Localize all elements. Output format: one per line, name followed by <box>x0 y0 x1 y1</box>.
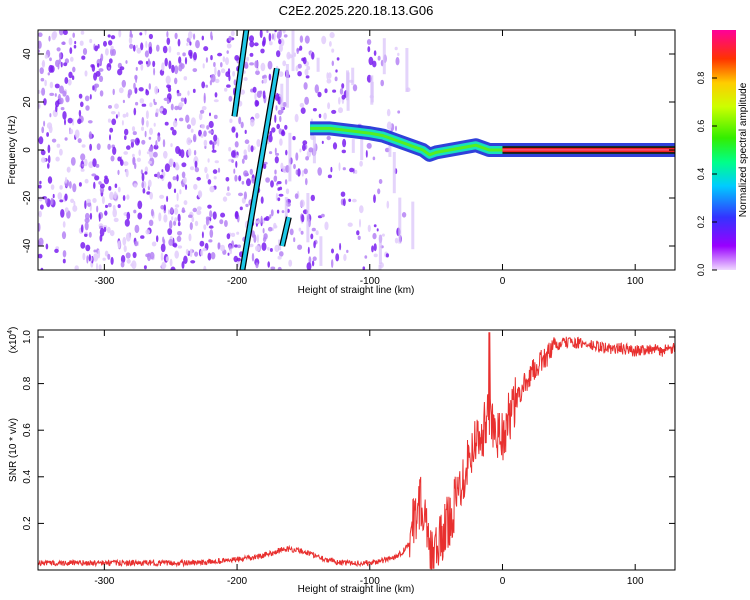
spectrogram-x-tick-label: -200 <box>227 276 247 287</box>
snr-x-label: Height of straight line (km) <box>298 584 415 595</box>
spectrogram-y-ticks: -40 -20 0 20 40 <box>22 48 675 253</box>
spectrogram-x-tick-label: -300 <box>94 276 114 287</box>
spectrogram-line-segment <box>279 216 292 247</box>
snr-y-label: SNR (10 * v/v) <box>8 418 19 482</box>
snr-y-tick-label: 1.0 <box>22 330 33 344</box>
snr-y-scale-base: (x10 <box>8 333 19 353</box>
snr-x-tick-label: -200 <box>227 576 247 587</box>
colorbar-gradient <box>712 30 736 270</box>
colorbar-tick-label: 0.4 <box>696 168 706 181</box>
snr-y-scale-close: ) <box>8 327 19 330</box>
colorbar-tick-label: 0.0 <box>696 264 706 277</box>
snr-y-ticks: 0.2 0.4 0.6 0.8 1.0 <box>22 330 675 530</box>
spectrogram-line-segment <box>239 67 280 270</box>
snr-x-tick-label: 0 <box>500 576 506 587</box>
snr-x-tick-label: -100 <box>360 576 380 587</box>
spectrogram-x-tick-label: -100 <box>360 276 380 287</box>
chart-title: C2E2.2025.220.18.13.G06 <box>279 3 434 18</box>
spectrogram-y-tick-label: -40 <box>22 238 33 253</box>
svg-text:(x104): (x104) <box>7 327 19 354</box>
snr-x-ticks: -300 -200 -100 0 100 <box>94 330 644 587</box>
spectrogram-x-tick-label: 100 <box>627 276 644 287</box>
spectrogram-line-segment <box>231 30 250 117</box>
snr-frame <box>37 329 676 571</box>
snr-plot-area <box>38 332 675 570</box>
spectrogram-y-tick-label: 0 <box>22 147 33 153</box>
spectrogram-x-label: Height of straight line (km) <box>298 285 415 296</box>
snr-panel: -300 -200 -100 0 100 0.2 0.4 0.6 0.8 1.0 Height … <box>7 327 676 595</box>
spectrogram-carrier-track <box>310 121 675 162</box>
spectrogram-y-tick-label: 40 <box>22 48 33 60</box>
snr-y-scale-exp: 4 <box>7 330 14 334</box>
spectrogram-y-label: Frequency (Hz) <box>7 116 18 185</box>
colorbar-ticks: 0.0 0.2 0.4 0.6 0.8 <box>696 72 717 277</box>
snr-y-tick-label: 0.8 <box>22 376 33 390</box>
spectrogram-x-ticks: -300 -200 -100 0 100 <box>94 30 644 287</box>
colorbar: 0.0 0.2 0.4 0.6 0.8 Normalized spectral ampl… <box>696 30 749 276</box>
spectrogram-plot-area <box>38 30 675 270</box>
spectrogram-x-tick-label: 0 <box>500 276 506 287</box>
snr-y-tick-label: 0.2 <box>22 516 33 530</box>
snr-y-scale: (x104) <box>7 327 19 354</box>
snr-series-line <box>38 332 675 570</box>
spectrogram-y-tick-label: 20 <box>22 96 33 108</box>
colorbar-tick-label: 0.2 <box>696 216 706 229</box>
spectrogram-noise <box>38 30 415 270</box>
spectrogram-y-tick-label: -20 <box>22 190 33 205</box>
colorbar-tick-label: 0.8 <box>696 72 706 85</box>
snr-y-tick-label: 0.6 <box>22 423 33 437</box>
colorbar-tick-label: 0.6 <box>696 120 706 133</box>
snr-x-tick-label: 100 <box>627 576 644 587</box>
snr-y-tick-label: 0.4 <box>22 469 33 483</box>
snr-x-tick-label: -300 <box>94 576 114 587</box>
colorbar-label: Normalized spectral amplitude <box>738 82 749 217</box>
